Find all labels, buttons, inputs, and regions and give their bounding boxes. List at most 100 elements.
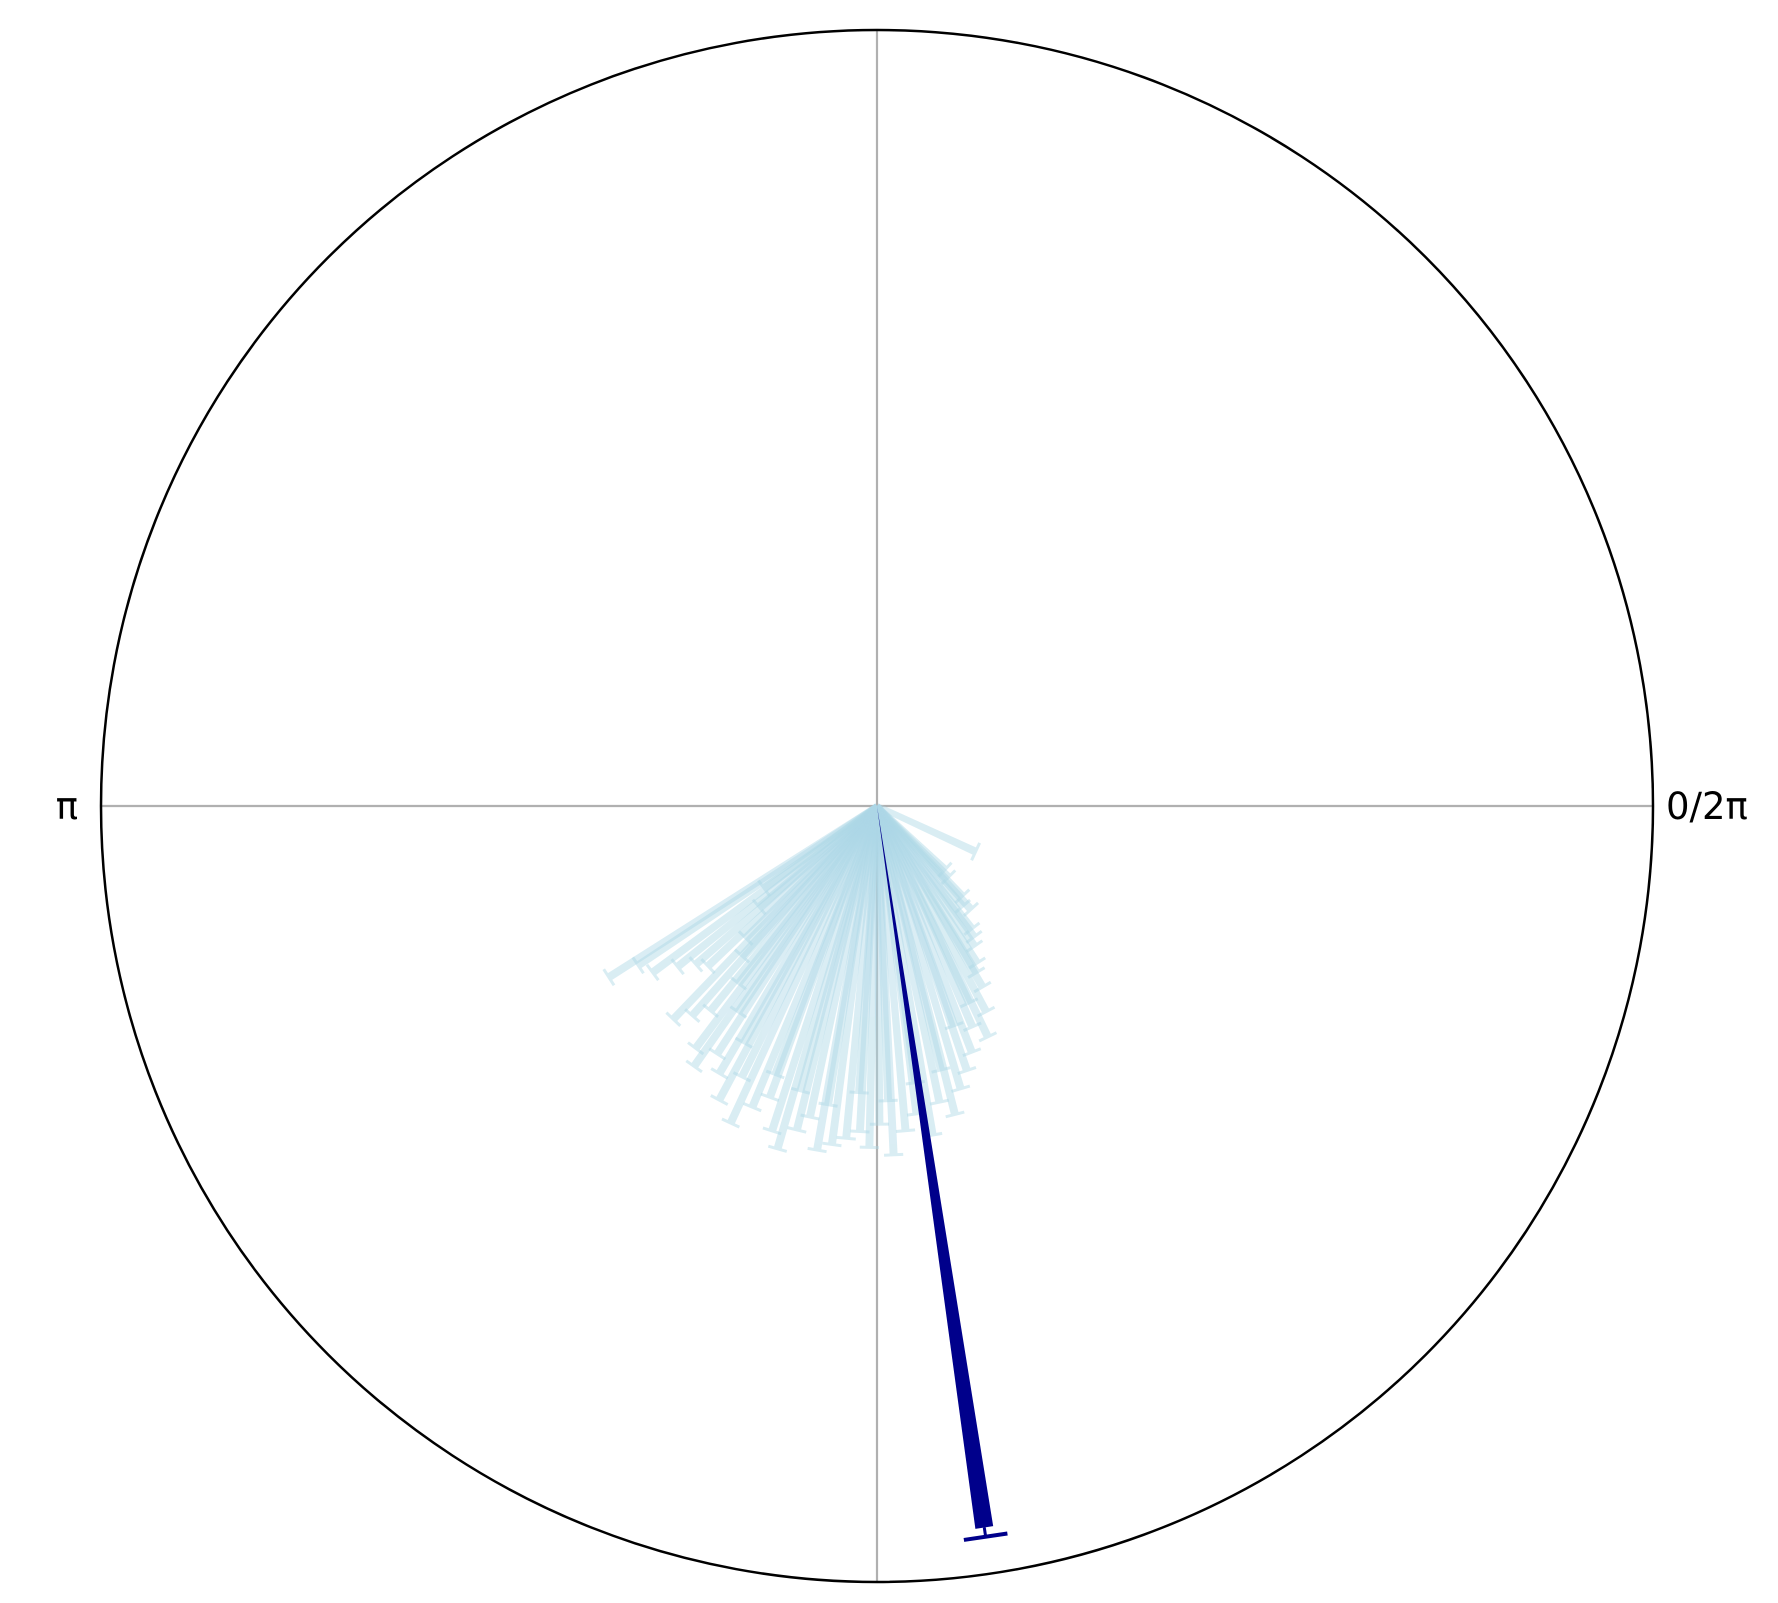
individual-vector-shaft bbox=[735, 804, 880, 986]
individual-vector-cap bbox=[687, 1041, 705, 1056]
individual-vector-shaft bbox=[874, 804, 978, 940]
individual-vector-shaft bbox=[635, 803, 879, 969]
individual-vector-13 bbox=[710, 804, 880, 1106]
individual-vector-cap bbox=[962, 1021, 982, 1033]
individual-vector-cap bbox=[963, 921, 981, 936]
individual-vector-cap bbox=[976, 1005, 996, 1018]
mean-vector bbox=[877, 806, 1008, 1542]
individual-vector-56 bbox=[874, 805, 898, 1103]
individual-vector-cap bbox=[730, 976, 748, 991]
polar-outline bbox=[99, 28, 1655, 1584]
individual-vector-67 bbox=[757, 803, 879, 897]
individual-vector-cap bbox=[849, 1090, 869, 1095]
polar-grid bbox=[100, 29, 1653, 1583]
individual-vector-2 bbox=[645, 803, 879, 982]
individual-vector-58 bbox=[874, 805, 951, 1074]
individual-vector-cap bbox=[742, 1102, 762, 1113]
individual-vector-cap bbox=[684, 1008, 701, 1024]
individual-vector-0 bbox=[602, 803, 879, 987]
individual-vector-59 bbox=[874, 805, 964, 1031]
individual-vector-46 bbox=[874, 803, 957, 886]
individual-vector-29 bbox=[874, 805, 916, 1134]
individual-vector-cap bbox=[665, 1011, 682, 1027]
individual-vector-shaft bbox=[742, 803, 880, 941]
individual-vector-34 bbox=[874, 805, 971, 1093]
individual-vector-cap bbox=[973, 980, 992, 994]
individual-vector-shaft bbox=[874, 805, 884, 1125]
individual-vector-43 bbox=[874, 804, 981, 936]
individual-vector-62 bbox=[874, 804, 983, 944]
individual-vector-28 bbox=[874, 805, 904, 1157]
individual-vector-shaft bbox=[735, 804, 880, 1015]
individual-vector-cap bbox=[767, 1144, 788, 1153]
theta-tick-label-1: π bbox=[56, 785, 78, 828]
individual-vector-shaft bbox=[874, 805, 971, 1072]
individual-vector-14 bbox=[732, 804, 880, 1083]
individual-vector-cap bbox=[850, 1129, 870, 1134]
individual-vector-cap bbox=[944, 1021, 964, 1031]
individual-vector-shaft bbox=[874, 804, 978, 949]
individual-vector-cap bbox=[968, 956, 987, 970]
individual-vector-cap bbox=[737, 930, 754, 946]
individual-vector-cap bbox=[710, 1067, 729, 1080]
individual-vector-shaft bbox=[606, 803, 879, 981]
individual-vector-cap bbox=[878, 1098, 898, 1103]
individual-vector-shaft bbox=[874, 804, 973, 1005]
individual-vector-shaft bbox=[707, 804, 880, 1014]
individual-vector-cap bbox=[951, 1084, 971, 1093]
individual-vector-cap bbox=[957, 1065, 977, 1076]
individual-vector-shaft bbox=[738, 804, 880, 1079]
individual-vector-shaft bbox=[824, 805, 880, 1106]
individual-vector-cap bbox=[757, 879, 771, 897]
individual-vector-8 bbox=[702, 804, 880, 1018]
individual-vector-50 bbox=[729, 804, 880, 1019]
individual-vector-cap bbox=[954, 898, 972, 914]
individual-vector-shaft bbox=[773, 805, 880, 1150]
individual-vector-shaft bbox=[874, 804, 976, 1054]
individual-vector-cap bbox=[790, 1086, 811, 1095]
individual-vector-55 bbox=[849, 805, 880, 1095]
individual-vector-cap bbox=[895, 1128, 916, 1134]
individual-vector-shaft bbox=[675, 803, 879, 970]
individual-vector-cap bbox=[978, 1031, 998, 1043]
individual-vector-shaft bbox=[670, 803, 880, 1023]
individual-vector-cap bbox=[734, 1036, 753, 1049]
individual-vector-36 bbox=[874, 804, 982, 1058]
individual-vector-cap bbox=[836, 1135, 856, 1141]
individual-vector-19 bbox=[767, 805, 880, 1153]
individual-vector-cap bbox=[967, 966, 986, 979]
individual-vector-cap bbox=[760, 1092, 780, 1103]
individual-vector-shaft bbox=[842, 805, 880, 1139]
individual-vector-cap bbox=[688, 956, 704, 973]
individual-vector-shaft bbox=[874, 804, 966, 909]
individual-vector-cap bbox=[762, 1126, 782, 1136]
individual-vector-shaft bbox=[874, 804, 981, 966]
individual-vector-10 bbox=[685, 804, 880, 1074]
individual-vector-shaft bbox=[796, 805, 880, 1092]
individual-vector-54 bbox=[818, 805, 880, 1108]
individual-vector-shaft bbox=[766, 804, 880, 1099]
individual-vector-cap bbox=[945, 1110, 965, 1119]
individual-vector-shaft bbox=[793, 805, 880, 1131]
individual-vector-shaft bbox=[874, 803, 966, 899]
individual-vector-shaft bbox=[874, 804, 986, 990]
individual-vector-shaft bbox=[740, 804, 880, 1045]
individual-vector-shaft bbox=[874, 805, 898, 1155]
individual-vector-shaft bbox=[813, 805, 880, 1151]
individual-vector-cap bbox=[929, 1098, 950, 1106]
individual-vector-44 bbox=[874, 804, 972, 914]
individual-vector-shaft bbox=[761, 803, 879, 892]
individual-vector-12 bbox=[710, 804, 880, 1080]
individual-vector-15 bbox=[721, 804, 880, 1129]
individual-vector-25 bbox=[850, 805, 880, 1134]
individual-vector-cap bbox=[765, 1069, 785, 1080]
individual-vector-shaft bbox=[715, 804, 880, 1102]
individual-vector-cap bbox=[708, 1047, 727, 1061]
individual-vector-cap bbox=[818, 1101, 838, 1108]
individual-vector-42 bbox=[874, 804, 984, 953]
individual-vector-shaft bbox=[693, 803, 879, 968]
individual-vector-shaft bbox=[768, 805, 880, 1133]
individual-vector-1 bbox=[631, 803, 879, 975]
individual-vector-shaft bbox=[874, 805, 965, 1090]
